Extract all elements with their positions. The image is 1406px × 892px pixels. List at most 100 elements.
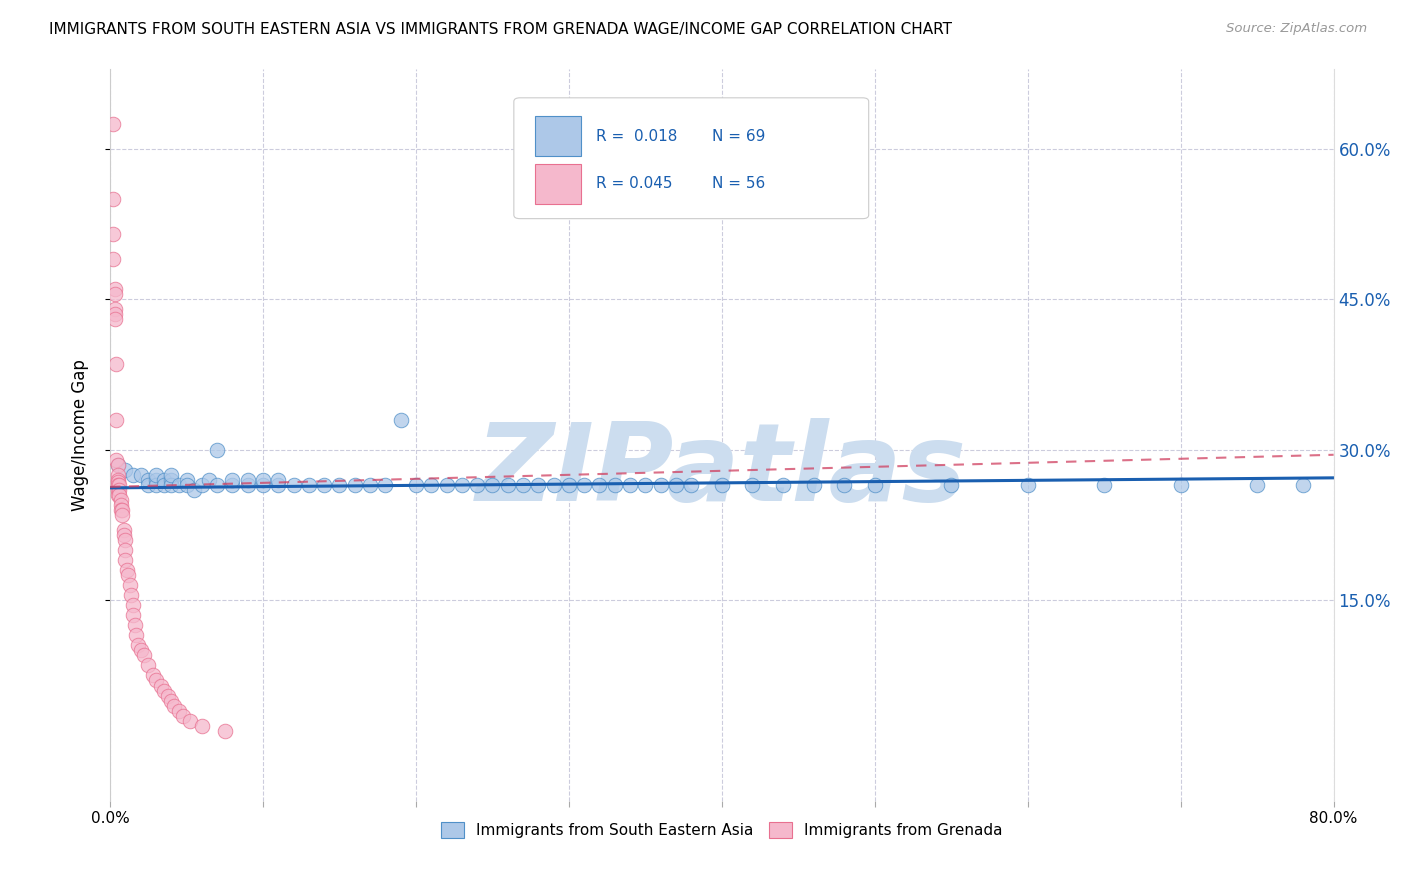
Point: [252, 473, 274, 487]
Point: [527, 478, 550, 492]
Point: [176, 478, 198, 492]
Point: [107, 467, 129, 482]
Point: [125, 628, 148, 642]
Point: [136, 473, 159, 487]
Text: N = 69: N = 69: [711, 128, 765, 144]
Point: [104, 302, 127, 317]
Point: [574, 478, 596, 492]
Point: [107, 473, 129, 487]
Point: [191, 478, 214, 492]
Point: [405, 478, 427, 492]
Point: [173, 708, 195, 723]
Point: [107, 478, 129, 492]
Point: [803, 478, 825, 492]
Point: [108, 488, 131, 502]
Point: [122, 608, 145, 623]
Point: [152, 478, 174, 492]
Point: [163, 698, 186, 713]
Point: [127, 639, 149, 653]
Point: [252, 478, 274, 492]
Point: [741, 478, 763, 492]
Point: [112, 523, 135, 537]
Point: [136, 478, 159, 492]
Point: [142, 668, 165, 682]
Point: [101, 227, 124, 241]
Point: [112, 528, 135, 542]
Point: [107, 458, 129, 472]
Point: [114, 543, 136, 558]
Bar: [534, 164, 581, 204]
Point: [205, 478, 228, 492]
Point: [863, 478, 886, 492]
Point: [110, 503, 132, 517]
Point: [111, 503, 134, 517]
Text: Source: ZipAtlas.com: Source: ZipAtlas.com: [1226, 22, 1367, 36]
Point: [117, 568, 139, 582]
Point: [107, 458, 129, 472]
Point: [104, 312, 127, 326]
Point: [104, 287, 127, 301]
Point: [1017, 478, 1039, 492]
Point: [114, 463, 136, 477]
Point: [619, 478, 641, 492]
Point: [558, 478, 581, 492]
Point: [160, 478, 183, 492]
Point: [114, 533, 136, 547]
Point: [110, 492, 132, 507]
Point: [832, 478, 855, 492]
Point: [101, 192, 124, 206]
Point: [1170, 478, 1192, 492]
Text: ZIPatlas: ZIPatlas: [477, 418, 967, 524]
Legend: Immigrants from South Eastern Asia, Immigrants from Grenada: Immigrants from South Eastern Asia, Immi…: [434, 816, 1008, 845]
Point: [105, 358, 128, 372]
Point: [110, 498, 132, 512]
Point: [481, 478, 503, 492]
Point: [465, 478, 488, 492]
Point: [149, 679, 172, 693]
Point: [236, 473, 259, 487]
Point: [122, 599, 145, 613]
Point: [124, 618, 146, 632]
Point: [205, 442, 228, 457]
Point: [588, 478, 610, 492]
Point: [650, 478, 672, 492]
Text: R = 0.045: R = 0.045: [596, 177, 672, 192]
Point: [214, 723, 236, 738]
Point: [108, 478, 131, 492]
Point: [221, 478, 243, 492]
Point: [772, 478, 794, 492]
Point: [160, 467, 183, 482]
Point: [328, 478, 350, 492]
Point: [512, 478, 534, 492]
Point: [105, 412, 128, 426]
Point: [191, 718, 214, 732]
Point: [104, 307, 127, 321]
Point: [111, 508, 134, 522]
Point: [105, 452, 128, 467]
Point: [132, 648, 155, 663]
Point: [157, 689, 180, 703]
Point: [236, 478, 259, 492]
Point: [343, 478, 366, 492]
Y-axis label: Wage/Income Gap: Wage/Income Gap: [72, 359, 89, 510]
Point: [420, 478, 443, 492]
Point: [101, 117, 124, 131]
Point: [145, 478, 167, 492]
Point: [114, 553, 136, 567]
Point: [122, 467, 145, 482]
Point: [179, 714, 201, 728]
Point: [145, 673, 167, 688]
Point: [176, 473, 198, 487]
Point: [118, 578, 141, 592]
Point: [1246, 478, 1268, 492]
Point: [152, 473, 174, 487]
Point: [283, 478, 305, 492]
Point: [436, 478, 458, 492]
Point: [267, 478, 290, 492]
Point: [160, 473, 183, 487]
Point: [665, 478, 688, 492]
Point: [107, 488, 129, 502]
Point: [107, 475, 129, 489]
Point: [314, 478, 336, 492]
Text: N = 56: N = 56: [711, 177, 765, 192]
